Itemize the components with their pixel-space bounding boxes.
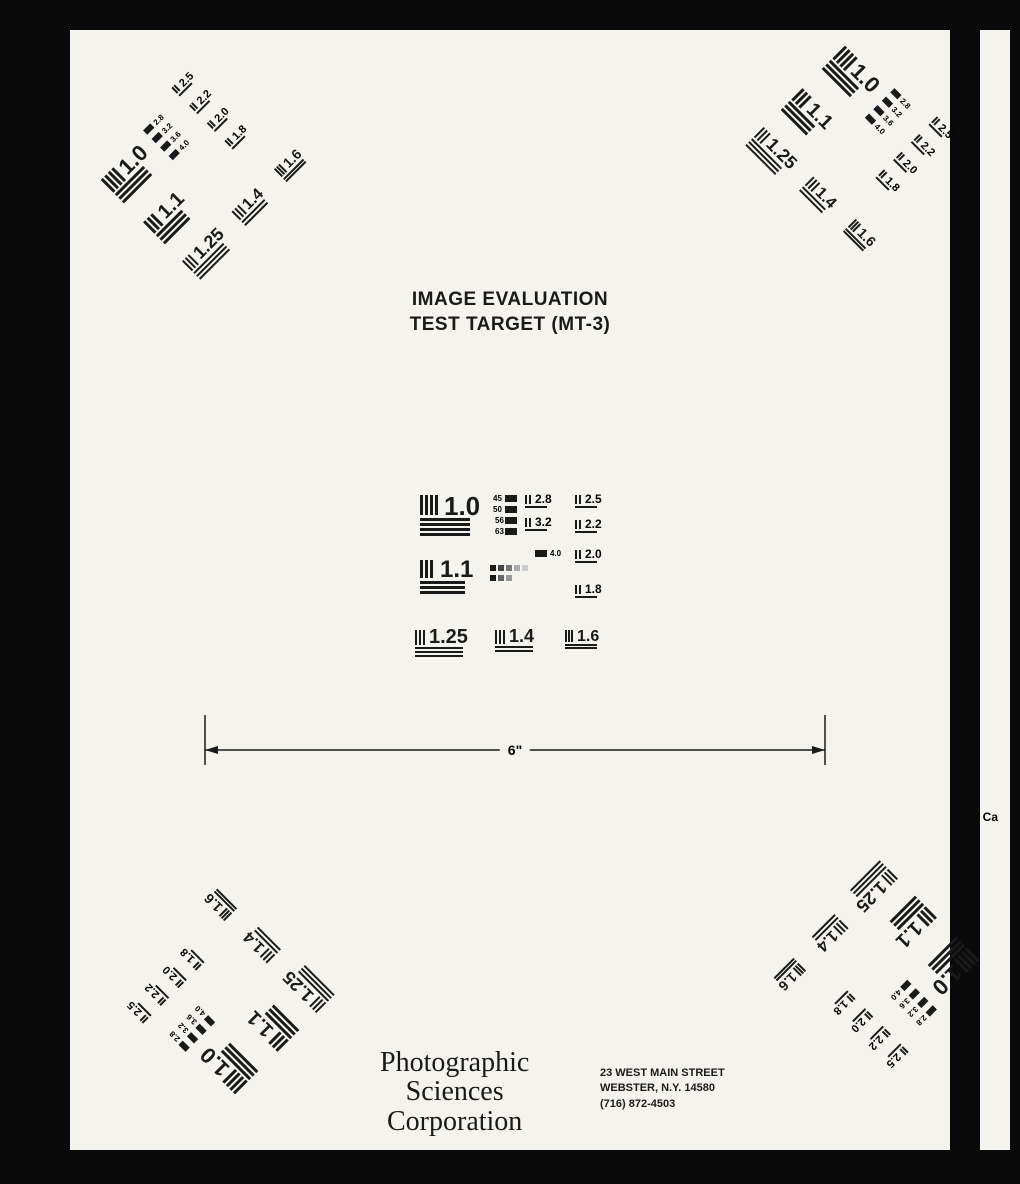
- address-block: 23 WEST MAIN STREET WEBSTER, N.Y. 14580 …: [600, 1066, 725, 1112]
- edge-cutoff-text: Ca: [983, 810, 998, 824]
- svg-text:1.6: 1.6: [577, 628, 599, 645]
- svg-text:2.2: 2.2: [918, 140, 937, 159]
- address-city: WEBSTER, N.Y. 14580: [600, 1081, 725, 1096]
- scale-label: 6": [500, 742, 530, 758]
- address-phone: (716) 872-4503: [600, 1097, 725, 1112]
- svg-text:2.5: 2.5: [125, 999, 144, 1018]
- corner-target-bl: 1.0 1.1 1.25 1.4 1.6 2.83.23.64.0 2.5 2.…: [72, 797, 397, 1122]
- svg-text:2.5: 2.5: [884, 1051, 903, 1070]
- svg-text:2.0: 2.0: [848, 1015, 867, 1034]
- svg-text:2.0: 2.0: [585, 547, 602, 561]
- svg-text:1.4: 1.4: [509, 626, 534, 646]
- corner-target-br: 1.0 1.1 1.25 1.4 1.6 2.83.23.64.0 2.5 2.…: [682, 797, 1007, 1122]
- svg-text:4.0: 4.0: [193, 1003, 208, 1018]
- svg-text:1.4: 1.4: [239, 185, 267, 213]
- svg-text:50: 50: [493, 505, 502, 514]
- svg-text:2.0: 2.0: [161, 963, 180, 982]
- svg-text:1.0: 1.0: [444, 491, 480, 521]
- svg-text:2.0: 2.0: [212, 106, 231, 125]
- address-street: 23 WEST MAIN STREET: [600, 1066, 725, 1081]
- adjacent-page-edge: Ca: [980, 30, 1010, 1150]
- page-title: IMAGE EVALUATION TEST TARGET (MT-3): [410, 288, 611, 337]
- title-line-2: TEST TARGET (MT-3): [410, 313, 611, 338]
- svg-text:1.8: 1.8: [585, 582, 602, 596]
- svg-text:1.8: 1.8: [882, 175, 901, 194]
- svg-text:63: 63: [495, 527, 504, 536]
- svg-text:3.2: 3.2: [535, 515, 552, 529]
- svg-text:4.0: 4.0: [873, 122, 888, 137]
- company-line-3: Corporation: [380, 1107, 529, 1136]
- scale-bar: 6": [200, 710, 830, 770]
- corner-target-tl: 1.0 1.1 1.25 1.4 1.6 2.8 3.2 3.6 4.0 2.5: [72, 17, 397, 342]
- svg-text:1.1: 1.1: [440, 556, 473, 583]
- svg-text:4.0: 4.0: [177, 138, 192, 153]
- svg-text:2.5: 2.5: [585, 492, 602, 506]
- svg-text:2.8: 2.8: [535, 492, 552, 506]
- svg-text:56: 56: [495, 516, 504, 525]
- svg-text:2.2: 2.2: [195, 88, 214, 107]
- svg-text:1.4: 1.4: [240, 928, 268, 956]
- svg-text:2.2: 2.2: [866, 1033, 885, 1052]
- svg-text:2.2: 2.2: [143, 981, 162, 1000]
- corner-target-tr: 1.0 1.1 1.25 1.4 1.6 2.8 3.2 3.6 4.0 2.5…: [682, 17, 1007, 342]
- company-line-1: Photographic: [380, 1048, 529, 1077]
- company-block: Photographic Sciences Corporation: [380, 1048, 529, 1136]
- svg-text:4.0: 4.0: [550, 549, 562, 558]
- svg-text:1.4: 1.4: [813, 927, 841, 955]
- svg-text:2.2: 2.2: [585, 517, 602, 531]
- svg-text:1.8: 1.8: [178, 946, 197, 965]
- svg-text:2.5: 2.5: [936, 122, 955, 141]
- title-line-1: IMAGE EVALUATION: [410, 288, 611, 313]
- test-target-page: IMAGE EVALUATION TEST TARGET (MT-3) 1.0 …: [70, 30, 950, 1150]
- svg-text:1.8: 1.8: [831, 997, 850, 1016]
- svg-text:1.4: 1.4: [812, 184, 840, 212]
- svg-text:4.0: 4.0: [888, 988, 903, 1003]
- svg-text:2.0: 2.0: [900, 157, 919, 176]
- company-line-2: Sciences: [380, 1077, 529, 1106]
- svg-text:1.8: 1.8: [230, 123, 249, 142]
- svg-text:45: 45: [493, 494, 502, 503]
- svg-text:1.25: 1.25: [429, 626, 468, 648]
- center-resolution-target: 1.0 45 50 56 63 2.8 3.2 2.5 2.2 2.0: [410, 490, 670, 690]
- svg-text:2.5: 2.5: [177, 70, 196, 89]
